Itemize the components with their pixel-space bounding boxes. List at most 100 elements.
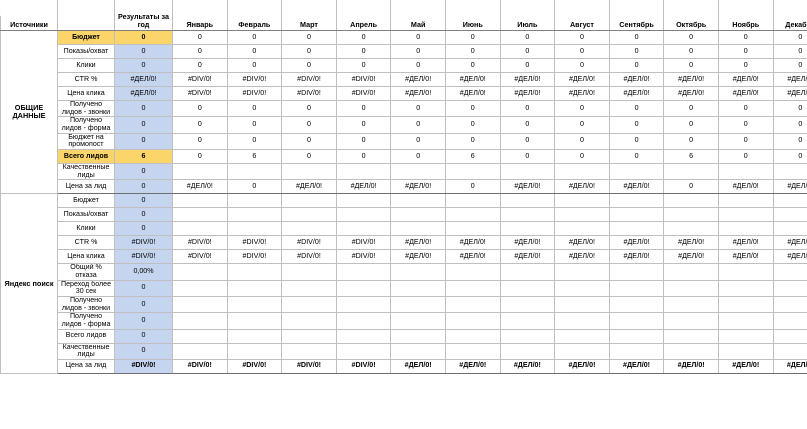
cell-month-4[interactable]: #DIV/0! <box>335 72 392 87</box>
cell-month-12[interactable] <box>772 295 807 314</box>
cell-month-7[interactable]: 0 <box>499 132 556 150</box>
cell-month-1[interactable]: #DIV/0! <box>172 358 228 374</box>
cell-month-2[interactable]: 0 <box>226 44 283 59</box>
cell-month-3[interactable] <box>281 162 337 181</box>
cell-year-total[interactable]: 0 <box>114 207 173 223</box>
cell-month-6[interactable]: #ДЕЛ/0! <box>444 86 501 101</box>
metric-label[interactable]: Общий % отказа <box>57 263 115 281</box>
table-row[interactable]: Переход более 30 сек 0 <box>1 279 807 297</box>
table-row[interactable]: Качественные лиды 0 <box>1 162 807 181</box>
cell-month-9[interactable]: 0 <box>608 58 665 73</box>
cell-month-3[interactable] <box>281 328 337 344</box>
cell-year-total[interactable]: 0 <box>114 295 173 314</box>
header-month-3[interactable]: Март <box>281 0 337 31</box>
cell-month-5[interactable]: #ДЕЛ/0! <box>390 358 446 374</box>
header-month-12[interactable]: Декабрь <box>772 0 807 31</box>
cell-month-1[interactable]: 0 <box>172 132 228 150</box>
cell-month-2[interactable] <box>226 207 283 223</box>
cell-month-3[interactable] <box>281 263 337 281</box>
cell-month-12[interactable] <box>772 328 807 344</box>
cell-month-4[interactable] <box>335 263 392 281</box>
cell-month-4[interactable] <box>335 342 392 360</box>
metric-label[interactable]: Показы/охват <box>57 207 115 223</box>
cell-month-11[interactable] <box>717 312 774 330</box>
cell-month-9[interactable]: #ДЕЛ/0! <box>608 86 665 101</box>
cell-month-4[interactable]: 0 <box>335 30 392 45</box>
cell-year-total[interactable]: 0 <box>114 342 173 360</box>
cell-month-9[interactable] <box>608 162 665 181</box>
cell-month-12[interactable]: #ДЕЛ/0! <box>772 72 807 87</box>
cell-month-8[interactable]: #ДЕЛ/0! <box>554 86 610 101</box>
cell-month-10[interactable]: #ДЕЛ/0! <box>663 235 719 251</box>
cell-month-7[interactable] <box>499 342 556 360</box>
cell-month-6[interactable]: 0 <box>444 44 501 59</box>
cell-year-total[interactable]: 0 <box>114 30 173 45</box>
table-row[interactable]: Получено лидов - звонки 0 0 0 0 0 0 0 0 0 0 0 0 0 <box>1 99 807 118</box>
cell-month-10[interactable] <box>663 295 719 314</box>
cell-month-6[interactable] <box>444 162 501 181</box>
cell-month-10[interactable] <box>663 328 719 344</box>
cell-month-12[interactable] <box>772 263 807 281</box>
cell-month-11[interactable]: #ДЕЛ/0! <box>717 235 774 251</box>
cell-month-7[interactable] <box>499 162 556 181</box>
cell-month-1[interactable]: 0 <box>172 148 228 164</box>
cell-month-8[interactable]: #ДЕЛ/0! <box>554 358 610 374</box>
cell-month-2[interactable]: 0 <box>226 116 283 134</box>
cell-month-1[interactable] <box>172 207 228 223</box>
cell-month-3[interactable] <box>281 295 337 314</box>
cell-month-1[interactable]: 0 <box>172 44 228 59</box>
cell-month-5[interactable] <box>390 295 446 314</box>
cell-month-3[interactable] <box>281 221 337 237</box>
cell-month-8[interactable]: #ДЕЛ/0! <box>554 72 610 87</box>
table-row[interactable]: CTR % #ДЕЛ/0! #DIV/0! #DIV/0! #DIV/0! #DIV/0!… <box>1 72 807 87</box>
cell-month-4[interactable]: 0 <box>335 58 392 73</box>
cell-month-12[interactable]: 0 <box>772 58 807 73</box>
cell-year-total[interactable]: 0 <box>114 162 173 181</box>
cell-month-9[interactable]: 0 <box>608 99 665 118</box>
table-row[interactable]: Получено лидов - звонки 0 <box>1 295 807 314</box>
metric-label[interactable]: CTR % <box>57 72 115 87</box>
cell-month-10[interactable] <box>663 207 719 223</box>
cell-month-6[interactable]: #ДЕЛ/0! <box>444 72 501 87</box>
cell-month-10[interactable]: #ДЕЛ/0! <box>663 249 719 265</box>
metric-label[interactable]: Показы/охват <box>57 44 115 59</box>
header-month-9[interactable]: Сентябрь <box>608 0 665 31</box>
metric-label[interactable]: Бюджет <box>57 193 115 209</box>
cell-month-10[interactable]: #ДЕЛ/0! <box>663 86 719 101</box>
cell-year-total[interactable]: 0 <box>114 179 173 195</box>
cell-month-3[interactable]: 0 <box>281 30 337 45</box>
cell-month-1[interactable] <box>172 263 228 281</box>
table-row[interactable]: Качественные лиды 0 <box>1 342 807 360</box>
header-month-4[interactable]: Апрель <box>335 0 392 31</box>
cell-month-5[interactable]: #ДЕЛ/0! <box>390 86 446 101</box>
cell-month-8[interactable]: 0 <box>554 148 610 164</box>
cell-month-2[interactable] <box>226 312 283 330</box>
cell-month-12[interactable] <box>772 162 807 181</box>
cell-month-5[interactable]: 0 <box>390 99 446 118</box>
cell-month-9[interactable] <box>608 221 665 237</box>
cell-month-11[interactable] <box>717 328 774 344</box>
cell-month-1[interactable]: 0 <box>172 58 228 73</box>
table-row[interactable]: Цена за лид #DIV/0! #DIV/0! #DIV/0! #DIV/0! #… <box>1 358 807 374</box>
cell-month-3[interactable]: #DIV/0! <box>281 358 337 374</box>
cell-month-10[interactable]: 0 <box>663 132 719 150</box>
cell-month-6[interactable]: 0 <box>444 30 501 45</box>
cell-month-2[interactable] <box>226 328 283 344</box>
cell-month-12[interactable]: 0 <box>772 132 807 150</box>
cell-year-total[interactable]: 0 <box>114 193 173 209</box>
cell-month-7[interactable] <box>499 193 556 209</box>
cell-month-11[interactable]: 0 <box>717 99 774 118</box>
cell-month-7[interactable]: #ДЕЛ/0! <box>499 179 556 195</box>
cell-month-3[interactable]: #DIV/0! <box>281 86 337 101</box>
cell-month-11[interactable] <box>717 193 774 209</box>
metric-label[interactable]: Качественные лиды <box>57 342 115 360</box>
header-month-1[interactable]: Январь <box>172 0 228 31</box>
cell-month-12[interactable]: 0 <box>772 44 807 59</box>
metric-label[interactable]: Получено лидов - звонки <box>57 295 115 314</box>
cell-month-3[interactable] <box>281 207 337 223</box>
cell-month-12[interactable]: 0 <box>772 148 807 164</box>
cell-month-12[interactable] <box>772 207 807 223</box>
cell-month-5[interactable] <box>390 162 446 181</box>
cell-month-4[interactable]: #DIV/0! <box>335 235 392 251</box>
cell-month-1[interactable]: #DIV/0! <box>172 249 228 265</box>
